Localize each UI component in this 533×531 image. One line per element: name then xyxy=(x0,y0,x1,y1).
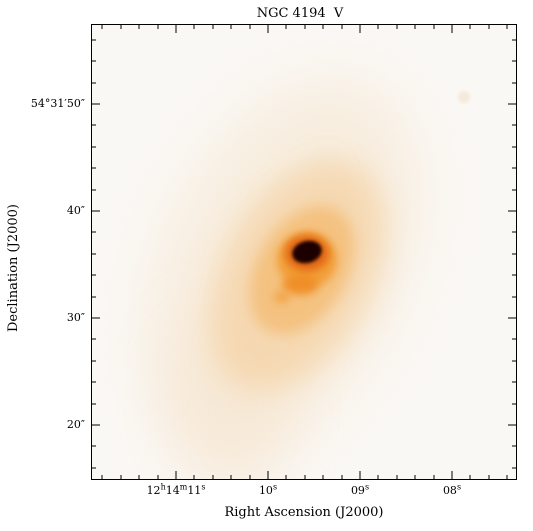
knot-3 xyxy=(274,291,290,303)
x-axis-title: Right Ascension (J2000) xyxy=(224,505,384,520)
x-tick-label-3: 08s xyxy=(442,482,462,497)
background-source xyxy=(458,91,470,103)
x-tick-label-0: 12h14m11s xyxy=(146,482,206,497)
y-tick-label-0: 54°31′50″ xyxy=(30,97,85,110)
y-axis-title: Declination (J2000) xyxy=(6,204,21,332)
x-tick-label-2: 09s xyxy=(350,482,370,497)
y-tick-label-3: 20″ xyxy=(66,418,85,431)
southern-knot xyxy=(282,275,318,295)
x-tick-label-1: 10s xyxy=(258,482,278,497)
astronomical-image-frame xyxy=(91,24,517,480)
y-tick-label-2: 30″ xyxy=(66,311,85,324)
image-title: NGC 4194 V xyxy=(256,6,344,21)
saturated-core xyxy=(292,240,322,264)
y-tick-label-1: 40″ xyxy=(66,204,85,217)
galaxy-image xyxy=(92,25,516,479)
